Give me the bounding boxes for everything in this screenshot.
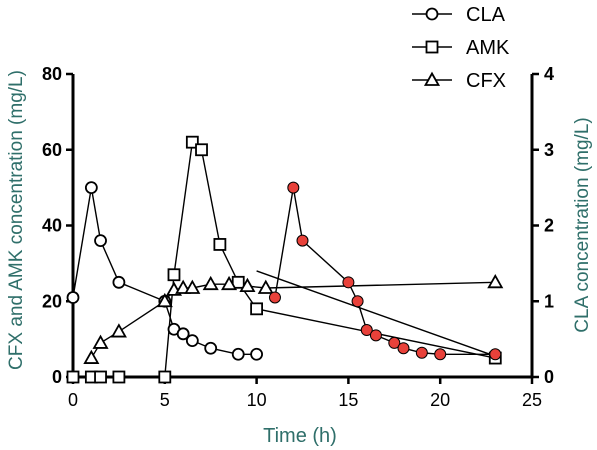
legend-label-cfx: CFX bbox=[466, 70, 506, 92]
right-y-tick-label: 1 bbox=[544, 291, 554, 311]
data-point-cla-dose2 bbox=[268, 291, 281, 304]
data-point-cfx bbox=[221, 275, 238, 291]
data-point-cla bbox=[204, 341, 218, 355]
left-y-tick-label: 40 bbox=[42, 216, 62, 236]
data-point-amk bbox=[167, 268, 181, 282]
data-point-cla-dose2 bbox=[351, 295, 364, 308]
series-line-cla-dose2 bbox=[274, 187, 496, 355]
data-point-cla-dose2 bbox=[397, 342, 410, 355]
left-y-tick-label: 0 bbox=[52, 367, 62, 387]
data-point-cfx bbox=[202, 275, 219, 291]
legend-label-cla: CLA bbox=[466, 4, 506, 26]
data-point-cfx bbox=[110, 323, 127, 338]
x-tick-label: 15 bbox=[338, 390, 358, 410]
data-point-cla-dose2 bbox=[296, 234, 309, 247]
data-point-cla-dose2 bbox=[388, 336, 401, 349]
legend: CLA AMK CFX bbox=[412, 4, 510, 92]
right-y-tick-label: 3 bbox=[544, 140, 554, 160]
x-tick-label: 20 bbox=[430, 390, 450, 410]
data-point-cla bbox=[250, 347, 264, 361]
data-point-cla bbox=[231, 347, 245, 361]
data-point-cfx bbox=[257, 279, 274, 294]
data-point-cla-dose2 bbox=[369, 329, 382, 342]
right-y-tick-label: 2 bbox=[544, 216, 554, 236]
data-point-cla-dose2 bbox=[342, 276, 355, 289]
series-line-cfx bbox=[90, 281, 496, 359]
data-point-cla bbox=[176, 327, 190, 341]
data-point-amk bbox=[250, 302, 264, 316]
data-point-amk bbox=[66, 370, 80, 384]
left-y-axis-label: CFX and AMK concentration (mg/L) bbox=[6, 70, 27, 370]
plot-area bbox=[66, 135, 504, 384]
legend-marker-amk bbox=[425, 40, 439, 54]
data-point-cla-dose2 bbox=[287, 181, 300, 194]
data-point-amk bbox=[195, 143, 208, 157]
data-point-cla bbox=[66, 291, 80, 304]
right-y-axis-label: CLA concentration (mg/L) bbox=[572, 117, 593, 332]
data-point-cla bbox=[94, 234, 107, 248]
data-point-amk bbox=[185, 135, 199, 149]
x-tick-label: 10 bbox=[247, 390, 267, 410]
data-point-cla-dose2 bbox=[415, 346, 428, 359]
x-axis-label: Time (h) bbox=[263, 425, 337, 447]
series-line-amk bbox=[73, 140, 496, 378]
legend-label-amk: AMK bbox=[466, 37, 510, 59]
left-y-tick-label: 60 bbox=[42, 140, 62, 160]
data-point-cfx bbox=[92, 334, 109, 349]
data-point-cfx bbox=[487, 273, 504, 289]
x-tick-label: 25 bbox=[522, 390, 542, 410]
connecting-line bbox=[256, 270, 496, 357]
legend-marker-cla bbox=[425, 7, 439, 21]
data-point-cla bbox=[185, 334, 199, 348]
data-point-cfx bbox=[156, 292, 173, 308]
legend-marker-cfx bbox=[423, 71, 441, 86]
data-point-cfx bbox=[184, 279, 201, 294]
x-tick-label: 0 bbox=[68, 390, 78, 410]
data-point-amk bbox=[94, 370, 107, 384]
data-point-amk bbox=[213, 238, 227, 251]
data-point-cfx bbox=[239, 277, 256, 293]
data-point-cla-dose2 bbox=[360, 324, 373, 337]
data-point-cla bbox=[84, 181, 98, 195]
data-point-amk bbox=[112, 370, 126, 384]
x-tick-label: 5 bbox=[160, 390, 170, 410]
left-y-tick-label: 80 bbox=[42, 64, 62, 84]
left-y-tick-label: 20 bbox=[42, 291, 62, 311]
right-y-tick-label: 4 bbox=[544, 64, 554, 84]
data-point-cla bbox=[112, 275, 126, 289]
data-point-cla-dose2 bbox=[434, 348, 447, 361]
data-point-cla-dose2 bbox=[489, 348, 502, 361]
data-point-cfx bbox=[83, 349, 100, 364]
data-point-amk bbox=[158, 370, 172, 384]
right-y-tick-label: 0 bbox=[544, 367, 554, 387]
series-line-cla bbox=[72, 187, 257, 355]
data-point-cfx bbox=[175, 279, 192, 294]
data-point-amk bbox=[231, 275, 245, 289]
